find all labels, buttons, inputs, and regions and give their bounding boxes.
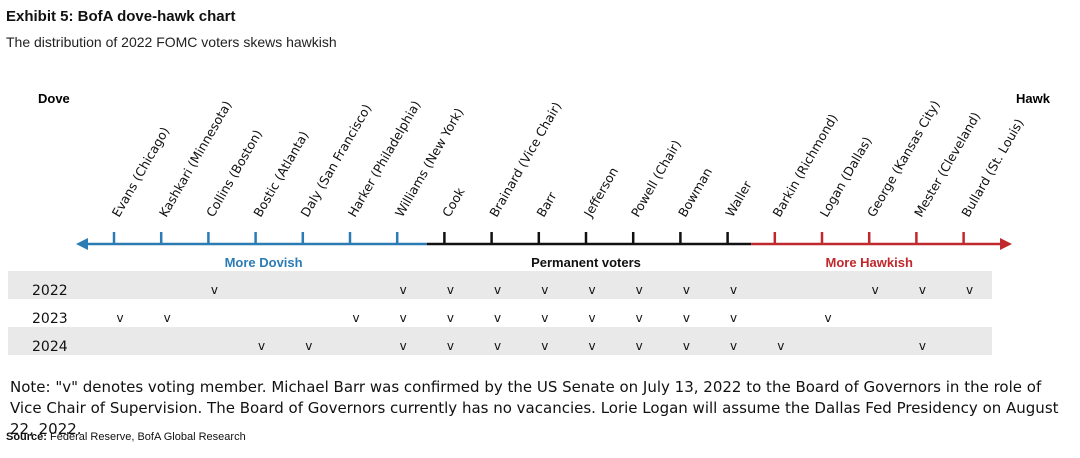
chart-title: Exhibit 5: BofA dove-hawk chart [6,8,236,25]
vote-mark: v [447,339,454,353]
vote-mark: v [116,311,123,325]
hawk-arrowhead [1000,238,1012,250]
vote-mark: v [636,283,643,297]
vote-mark: v [919,339,926,353]
vote-mark: v [636,339,643,353]
segment-labels: More Dovish Permanent voters More Hawkish [225,255,913,270]
member-name: Bowman [675,165,715,219]
dove-arrowhead [76,238,88,250]
vote-mark: v [211,283,218,297]
year-label-2022: 2022 [32,283,68,299]
member-name: Barr [533,188,560,219]
vote-mark: v [588,339,595,353]
member-ticks [112,232,965,244]
vote-mark: v [966,283,973,297]
vote-mark: v [258,339,265,353]
vote-mark: v [494,311,501,325]
vote-mark: v [683,339,690,353]
vote-mark: v [541,339,548,353]
member-name: Jefferson [580,164,621,220]
chart-subtitle: The distribution of 2022 FOMC voters ske… [6,34,337,50]
vote-mark: v [494,339,501,353]
source-label: Source: [6,431,47,443]
dove-hawk-axis [76,238,1012,250]
year-label-2023: 2023 [32,311,68,327]
vote-mark: v [541,311,548,325]
vote-mark: v [777,339,784,353]
vote-mark: v [683,283,690,297]
vote-mark: v [683,311,690,325]
vote-mark: v [447,283,454,297]
dove-end-label: Dove [38,91,70,106]
vote-mark: v [400,339,407,353]
hawk-end-label: Hawk [1016,91,1051,106]
vote-mark: v [636,311,643,325]
dove-hawk-chart: Dove Hawk Evans (Chicago)Kashkari (Minne… [8,91,1051,355]
year-label-2024: 2024 [32,339,68,355]
vote-mark: v [588,283,595,297]
segment-label-permanent: Permanent voters [531,255,641,270]
member-name: Cook [439,184,468,219]
segment-label-dovish: More Dovish [225,255,303,270]
vote-mark: v [872,283,879,297]
vote-mark: v [541,283,548,297]
chart-source: Source: Federal Reserve, BofA Global Res… [6,431,246,443]
vote-mark: v [305,339,312,353]
vote-mark: v [919,283,926,297]
member-name: Waller [722,177,755,219]
vote-mark: v [400,311,407,325]
row-band-2024 [8,327,992,355]
vote-mark: v [494,283,501,297]
chart-note: Note: "v" denotes voting member. Michael… [10,378,1059,438]
vote-mark: v [730,283,737,297]
member-names: Evans (Chicago)Kashkari (Minnesota)Colli… [109,98,1027,221]
vote-mark: v [588,311,595,325]
segment-label-hawkish: More Hawkish [825,255,912,270]
member-name: Powell (Chair) [628,137,684,219]
vote-mark: v [400,283,407,297]
vote-mark: v [164,311,171,325]
vote-mark: v [730,339,737,353]
vote-mark: v [730,311,737,325]
source-text: Federal Reserve, BofA Global Research [50,431,246,443]
vote-mark: v [447,311,454,325]
row-band-2022 [8,271,992,299]
vote-mark: v [352,311,359,325]
vote-mark: v [824,311,831,325]
